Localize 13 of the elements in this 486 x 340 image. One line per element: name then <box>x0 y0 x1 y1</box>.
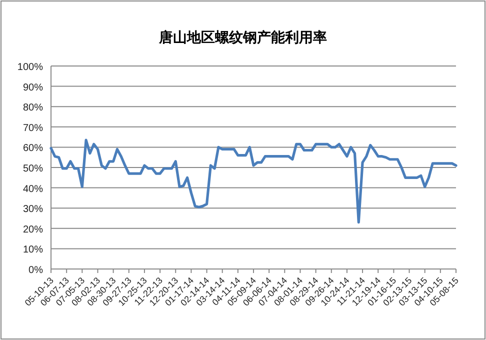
y-tick-label: 70% <box>22 122 44 134</box>
y-tick-label: 80% <box>22 102 44 114</box>
chart-title: 唐山地区螺纹钢产能利用率 <box>158 29 327 46</box>
line-series <box>50 138 458 224</box>
y-tick-label: 40% <box>22 184 44 195</box>
y-tick-label: 60% <box>22 143 44 154</box>
y-tick-label: 10% <box>22 244 44 256</box>
y-tick-label: 90% <box>22 82 44 94</box>
y-tick-label: 30% <box>22 204 44 216</box>
y-tick-label: 0% <box>28 265 44 276</box>
y-tick-label: 100% <box>17 62 44 73</box>
y-tick-label: 50% <box>22 164 44 174</box>
y-tick-label: 20% <box>22 224 44 236</box>
